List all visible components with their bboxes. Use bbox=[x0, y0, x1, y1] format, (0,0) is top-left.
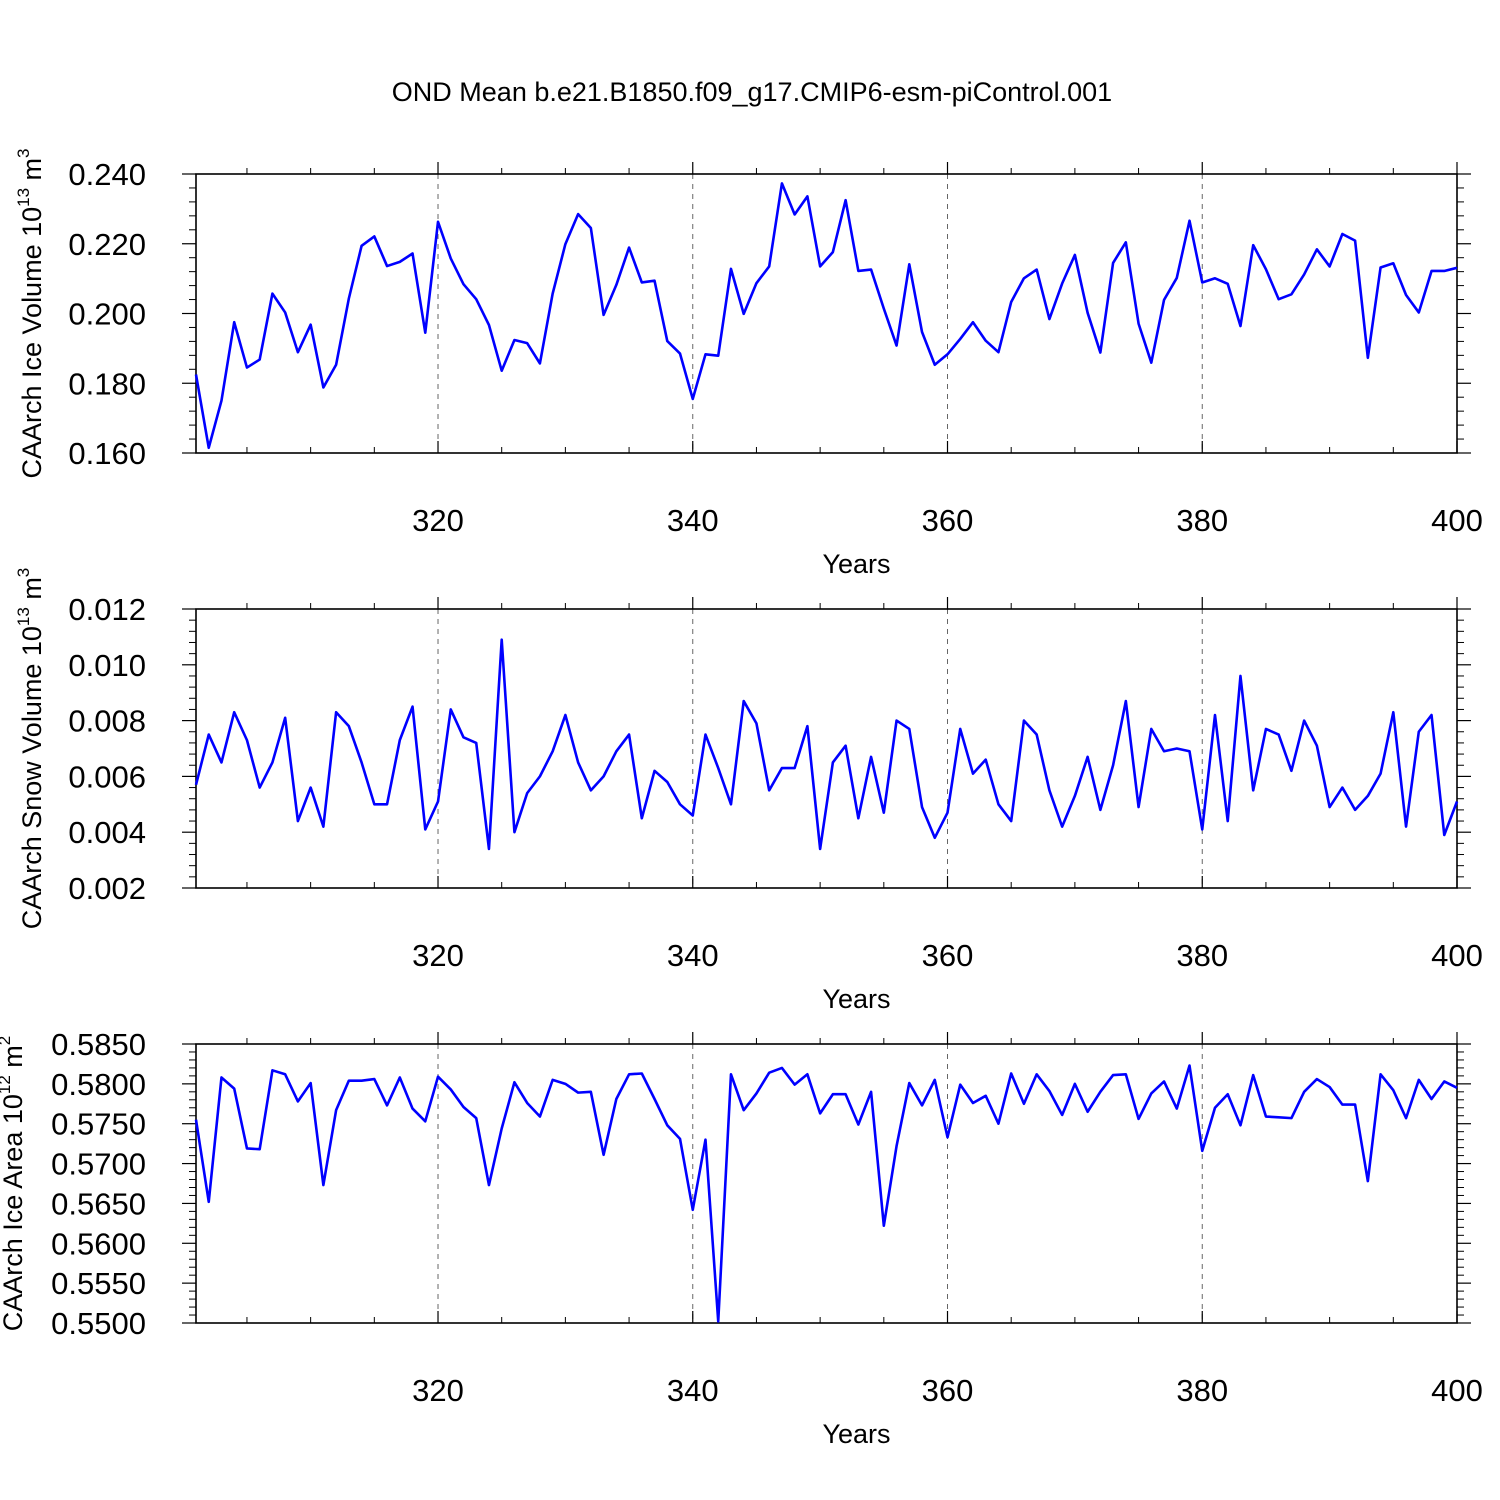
y-tick-label-4: 0.240 bbox=[68, 157, 146, 192]
chart-panel-2: 320 340 360 380 400 0.002 0.004 0.006 0.008 0.010… bbox=[14, 568, 1483, 1014]
x-tick-label-320: 320 bbox=[412, 1373, 464, 1408]
plot-frame-1 bbox=[195, 173, 1458, 454]
series-line-2 bbox=[194, 638, 1459, 851]
chart-panel-3: 320 340 360 380 400 0.5500 0.5550 0.5600 0.5650 0… bbox=[0, 1027, 1483, 1449]
y-tick-label-5: 0.012 bbox=[68, 592, 146, 627]
y-tick-label-2: 0.200 bbox=[68, 297, 146, 332]
y-tick-label-3: 0.220 bbox=[68, 227, 146, 262]
x-tick-label-380: 380 bbox=[1176, 938, 1228, 973]
x-tick-label-340: 340 bbox=[667, 938, 719, 973]
plot-frame-2 bbox=[195, 608, 1458, 889]
y-tick-label-0: 0.002 bbox=[68, 871, 146, 906]
x-tick-label-340: 340 bbox=[667, 503, 719, 538]
y-tick-label-0: 0.160 bbox=[68, 436, 146, 471]
x-tick-label-380: 380 bbox=[1176, 503, 1228, 538]
x-axis-label-3: Years bbox=[822, 1419, 890, 1449]
x-tick-label-340: 340 bbox=[667, 1373, 719, 1408]
y-tick-label-5: 0.5750 bbox=[51, 1107, 146, 1142]
panels: 320 340 360 380 400 0.160 0.180 0.200 0.220 0.240… bbox=[0, 148, 1483, 1449]
y-tick-label-4: 0.5700 bbox=[51, 1147, 146, 1182]
chart-panel-1: 320 340 360 380 400 0.160 0.180 0.200 0.220 0.240… bbox=[14, 148, 1483, 579]
series-line-3 bbox=[194, 1064, 1458, 1323]
y-tick-label-1: 0.004 bbox=[68, 815, 146, 850]
x-tick-label-380: 380 bbox=[1176, 1373, 1228, 1408]
x-tick-label-400: 400 bbox=[1431, 938, 1483, 973]
series-line-1 bbox=[194, 182, 1458, 450]
figure-title: OND Mean b.e21.B1850.f09_g17.CMIP6-esm-p… bbox=[392, 77, 1112, 107]
x-tick-label-400: 400 bbox=[1431, 503, 1483, 538]
y-tick-label-1: 0.5550 bbox=[51, 1266, 146, 1301]
x-axis-label-2: Years bbox=[822, 984, 890, 1014]
plot-frame-3 bbox=[195, 1043, 1458, 1324]
y-tick-label-4: 0.010 bbox=[68, 648, 146, 683]
y-axis-label-2: CAArch Snow Volume 1013 m3 bbox=[14, 568, 47, 930]
y-axis-label-3: CAArch Ice Area 1012 m2 bbox=[0, 1036, 28, 1332]
x-axis-label-1: Years bbox=[822, 549, 890, 579]
x-tick-label-320: 320 bbox=[412, 503, 464, 538]
x-tick-label-360: 360 bbox=[922, 1373, 974, 1408]
x-tick-label-360: 360 bbox=[922, 503, 974, 538]
x-tick-label-400: 400 bbox=[1431, 1373, 1483, 1408]
y-tick-label-6: 0.5800 bbox=[51, 1067, 146, 1102]
y-tick-label-3: 0.008 bbox=[68, 704, 146, 739]
y-axis-label-1: CAArch Ice Volume 1013 m3 bbox=[14, 148, 47, 478]
y-tick-label-2: 0.006 bbox=[68, 759, 146, 794]
y-tick-label-3: 0.5650 bbox=[51, 1186, 146, 1221]
y-tick-label-0: 0.5500 bbox=[51, 1306, 146, 1341]
y-tick-label-1: 0.180 bbox=[68, 366, 146, 401]
y-tick-label-2: 0.5600 bbox=[51, 1226, 146, 1261]
x-tick-label-320: 320 bbox=[412, 938, 464, 973]
y-tick-label-7: 0.5850 bbox=[51, 1027, 146, 1062]
x-tick-label-360: 360 bbox=[922, 938, 974, 973]
